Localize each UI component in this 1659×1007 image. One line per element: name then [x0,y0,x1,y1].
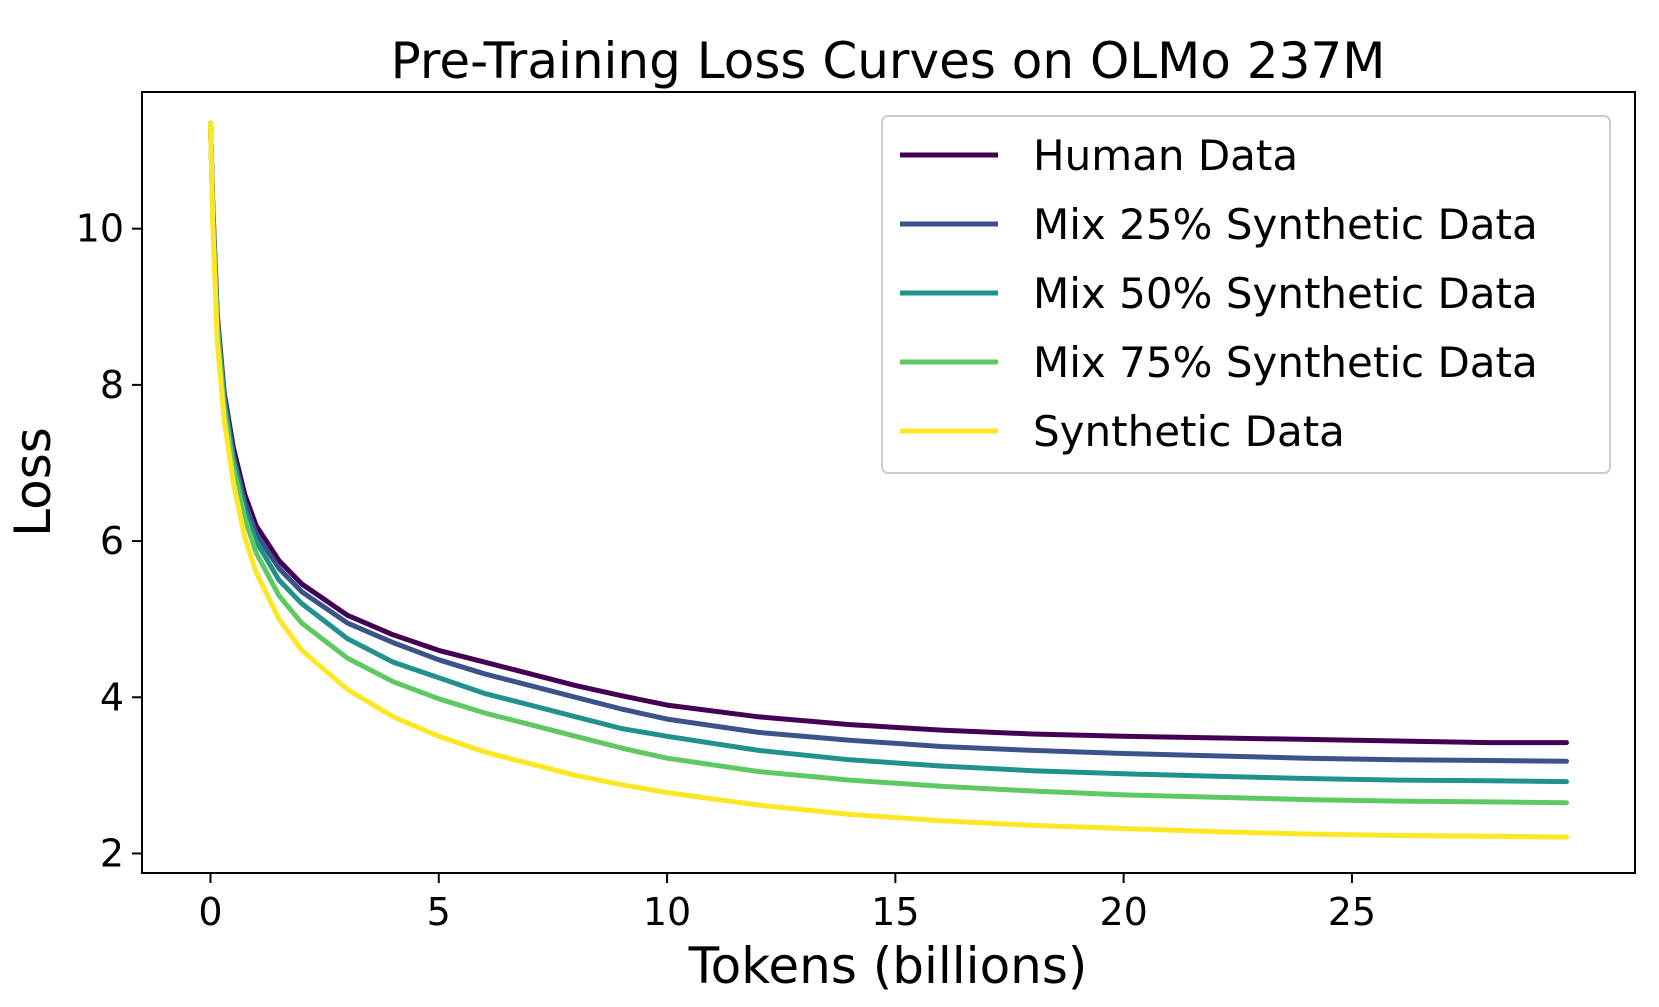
legend-label-2: Mix 25% Synthetic Data [1033,200,1538,249]
legend: Human Data Mix 25% Synthetic Data Mix 50% … [881,115,1611,474]
legend-label-4: Mix 75% Synthetic Data [1033,338,1538,387]
x-tick-label: 0 [198,890,222,934]
legend-label-1: Human Data [1033,131,1298,180]
x-tick-label: 20 [1099,890,1147,934]
y-tick-label: 2 [100,831,124,875]
y-axis-label: Loss [4,427,62,537]
legend-label-5: Synthetic Data [1033,407,1345,456]
x-tick-label: 5 [427,890,451,934]
y-tick-label: 8 [100,363,124,407]
series-line-4 [208,120,1569,806]
y-tick-label: 4 [100,675,124,719]
x-tick-label: 25 [1328,890,1376,934]
series-line-5 [208,120,1569,840]
series-group [208,120,1569,840]
legend-label-3: Mix 50% Synthetic Data [1033,269,1538,318]
x-axis-label: Tokens (billions) [688,937,1088,995]
legend-box [881,115,1611,474]
x-tick-label: 10 [643,890,691,934]
chart-title: Pre-Training Loss Curves on OLMo 237M [391,32,1386,90]
y-tick-label: 10 [76,207,124,251]
y-axis-ticks: 2 4 6 8 10 [76,207,142,875]
x-tick-label: 15 [871,890,919,934]
plot-frame [141,91,1636,874]
x-axis-ticks: 0 5 10 15 20 25 [198,873,1376,934]
y-tick-label: 6 [100,519,124,563]
